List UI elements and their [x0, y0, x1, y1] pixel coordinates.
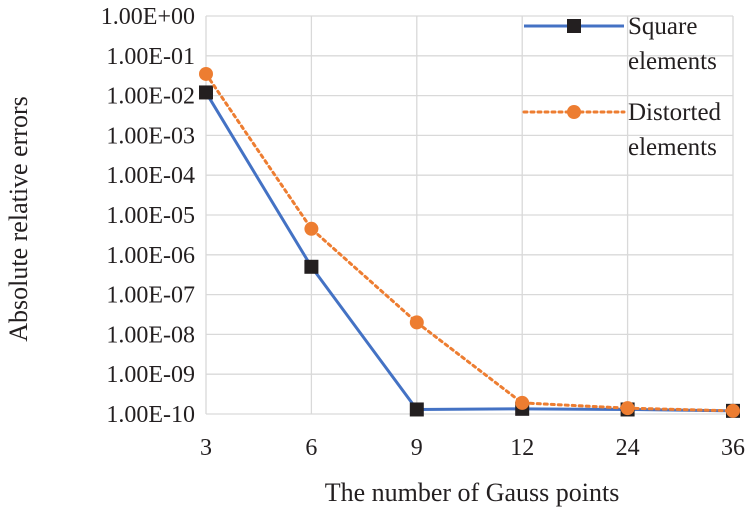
- x-tick-label: 36: [721, 435, 745, 461]
- legend-circle-marker: [567, 105, 581, 119]
- legend-label: elements: [628, 48, 717, 75]
- y-tick-label: 1.00E-10: [106, 402, 195, 428]
- legend-square-marker: [567, 19, 581, 33]
- y-tick-label: 1.00E+00: [101, 4, 195, 30]
- y-tick-label: 1.00E-06: [106, 243, 195, 269]
- y-axis-title: Absolute relative errors: [4, 96, 33, 341]
- square-marker: [409, 402, 424, 417]
- series-line-2: [204, 72, 735, 413]
- circle-marker: [515, 395, 530, 410]
- square-marker: [199, 85, 213, 100]
- x-axis-ticks: 3 6 9 12 24 36: [200, 435, 745, 461]
- x-tick-label: 6: [305, 435, 317, 461]
- x-tick-label: 24: [616, 435, 640, 461]
- y-tick-label: 1.00E-09: [106, 362, 195, 388]
- legend: Square elements Distorted elements: [522, 13, 722, 161]
- y-axis-ticks: 1.00E+00 1.00E-01 1.00E-02 1.00E-03 1.00E-04…: [101, 4, 195, 428]
- x-tick-label: 12: [510, 435, 534, 461]
- circle-marker: [726, 403, 740, 418]
- y-tick-label: 1.00E-05: [106, 203, 195, 229]
- circle-marker: [409, 315, 424, 330]
- grid-lines: [205, 15, 734, 415]
- legend-label: elements: [628, 134, 717, 161]
- y-tick-label: 1.00E-03: [106, 123, 195, 149]
- series-layer: [199, 66, 740, 418]
- legend-label: Square: [628, 13, 697, 40]
- x-axis-title: The number of Gauss points: [325, 478, 620, 507]
- x-tick-label: 3: [200, 435, 212, 461]
- y-tick-label: 1.00E-08: [106, 322, 195, 348]
- legend-label: Distorted: [628, 99, 722, 126]
- x-tick-label: 9: [411, 435, 423, 461]
- y-tick-label: 1.00E-07: [106, 283, 195, 309]
- y-tick-label: 1.00E-01: [106, 44, 195, 70]
- y-tick-label: 1.00E-04: [106, 163, 195, 189]
- circle-marker: [620, 401, 635, 416]
- square-marker: [304, 259, 319, 274]
- circle-marker: [304, 221, 319, 236]
- y-tick-label: 1.00E-02: [106, 84, 195, 110]
- circle-marker: [199, 66, 213, 81]
